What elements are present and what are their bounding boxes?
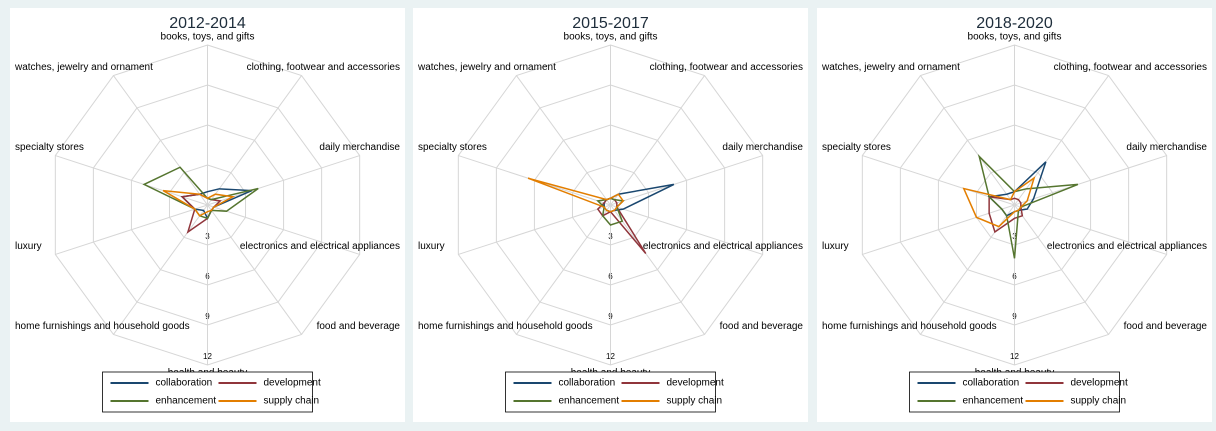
axis-label: luxury: [15, 241, 42, 252]
axis-label: home furnishings and household goods: [822, 321, 997, 332]
chart-title: 2015-2017: [572, 15, 649, 32]
axis-spoke: [113, 75, 208, 206]
axis-label: specialty stores: [15, 142, 84, 153]
legend-box: [102, 371, 313, 413]
axis-label: electronics and electrical appliances: [1047, 241, 1207, 252]
axis-spoke: [207, 204, 360, 255]
axis-label: books, toys, and gifts: [161, 32, 255, 43]
axis-spoke: [1014, 204, 1109, 335]
axis-label: books, toys, and gifts: [968, 32, 1062, 43]
legend-box: [909, 371, 1120, 413]
chart-title: 2018-2020: [976, 15, 1053, 32]
axis-spoke: [207, 204, 302, 335]
axis-label: luxury: [822, 241, 849, 252]
axis-label: watches, jewelry and ornament: [417, 62, 556, 73]
legend-label: collaboration: [156, 378, 213, 389]
legend-label: collaboration: [963, 378, 1020, 389]
axis-spoke: [1014, 155, 1167, 206]
axis-spoke: [113, 204, 208, 335]
axis-label: clothing, footwear and accessories: [650, 62, 803, 73]
axis-spoke: [1014, 204, 1167, 255]
series-line: [596, 197, 625, 226]
axis-spoke: [1014, 75, 1109, 206]
axis-label: books, toys, and gifts: [564, 32, 658, 43]
legend-label: enhancement: [559, 396, 620, 407]
axis-label: food and beverage: [317, 321, 401, 332]
series-line: [142, 166, 259, 220]
axis-spoke: [516, 204, 611, 335]
axis-spoke: [458, 204, 611, 255]
series-line: [988, 195, 1024, 234]
axis-label: clothing, footwear and accessories: [247, 62, 400, 73]
legend-label: supply chain: [667, 396, 723, 407]
series-line: [962, 176, 1036, 228]
panel: 2015-201736912books, toys, and giftsclot…: [413, 8, 808, 422]
axis-spoke: [610, 155, 763, 206]
axis-spoke: [207, 75, 302, 206]
axis-label: daily merchandise: [319, 142, 400, 153]
axis-spoke: [920, 75, 1015, 206]
axis-label: daily merchandise: [722, 142, 803, 153]
axis-spoke: [610, 204, 763, 255]
legend-label: development: [264, 378, 321, 389]
axis-label: watches, jewelry and ornament: [821, 62, 960, 73]
axis-label: electronics and electrical appliances: [643, 241, 803, 252]
series-line: [977, 154, 1079, 259]
axis-spoke: [610, 204, 705, 335]
axis-spoke: [516, 75, 611, 206]
legend-label: collaboration: [559, 378, 616, 389]
panel: 2018-202036912books, toys, and giftsclot…: [817, 8, 1212, 422]
legend-box: [505, 371, 716, 413]
axis-label: luxury: [418, 241, 445, 252]
legend-label: supply chain: [1071, 396, 1127, 407]
legend-label: supply chain: [264, 396, 320, 407]
axis-spoke: [610, 75, 705, 206]
panel: 2012-201436912books, toys, and giftsclot…: [10, 8, 405, 422]
legend-label: enhancement: [963, 396, 1024, 407]
axis-spoke: [55, 204, 208, 255]
axis-label: clothing, footwear and accessories: [1054, 62, 1207, 73]
legend-label: development: [667, 378, 724, 389]
axis-label: electronics and electrical appliances: [240, 241, 400, 252]
legend-label: development: [1071, 378, 1128, 389]
axis-label: food and beverage: [1124, 321, 1208, 332]
axis-label: food and beverage: [720, 321, 804, 332]
series-line: [527, 177, 625, 213]
axis-label: specialty stores: [822, 142, 891, 153]
series-line: [162, 189, 236, 217]
axis-label: daily merchandise: [1126, 142, 1207, 153]
axis-label: watches, jewelry and ornament: [14, 62, 153, 73]
legend-label: enhancement: [156, 396, 217, 407]
axis-label: home furnishings and household goods: [15, 321, 190, 332]
axis-label: specialty stores: [418, 142, 487, 153]
axis-label: home furnishings and household goods: [418, 321, 593, 332]
chart-title: 2012-2014: [169, 15, 246, 32]
